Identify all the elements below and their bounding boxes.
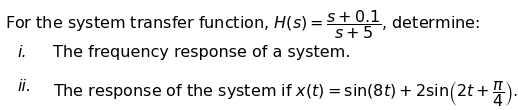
Text: The response of the system if $x(t) = \sin(8t) + 2\sin\!\left(2t + \dfrac{\pi}{4: The response of the system if $x(t) = \s… [53,79,518,109]
Text: ii.: ii. [18,79,32,94]
Text: The frequency response of a system.: The frequency response of a system. [53,45,351,60]
Text: For the system transfer function, $H(s) = \dfrac{s+0.1}{s+5}$, determine:: For the system transfer function, $H(s) … [5,8,480,41]
Text: i.: i. [18,45,27,60]
